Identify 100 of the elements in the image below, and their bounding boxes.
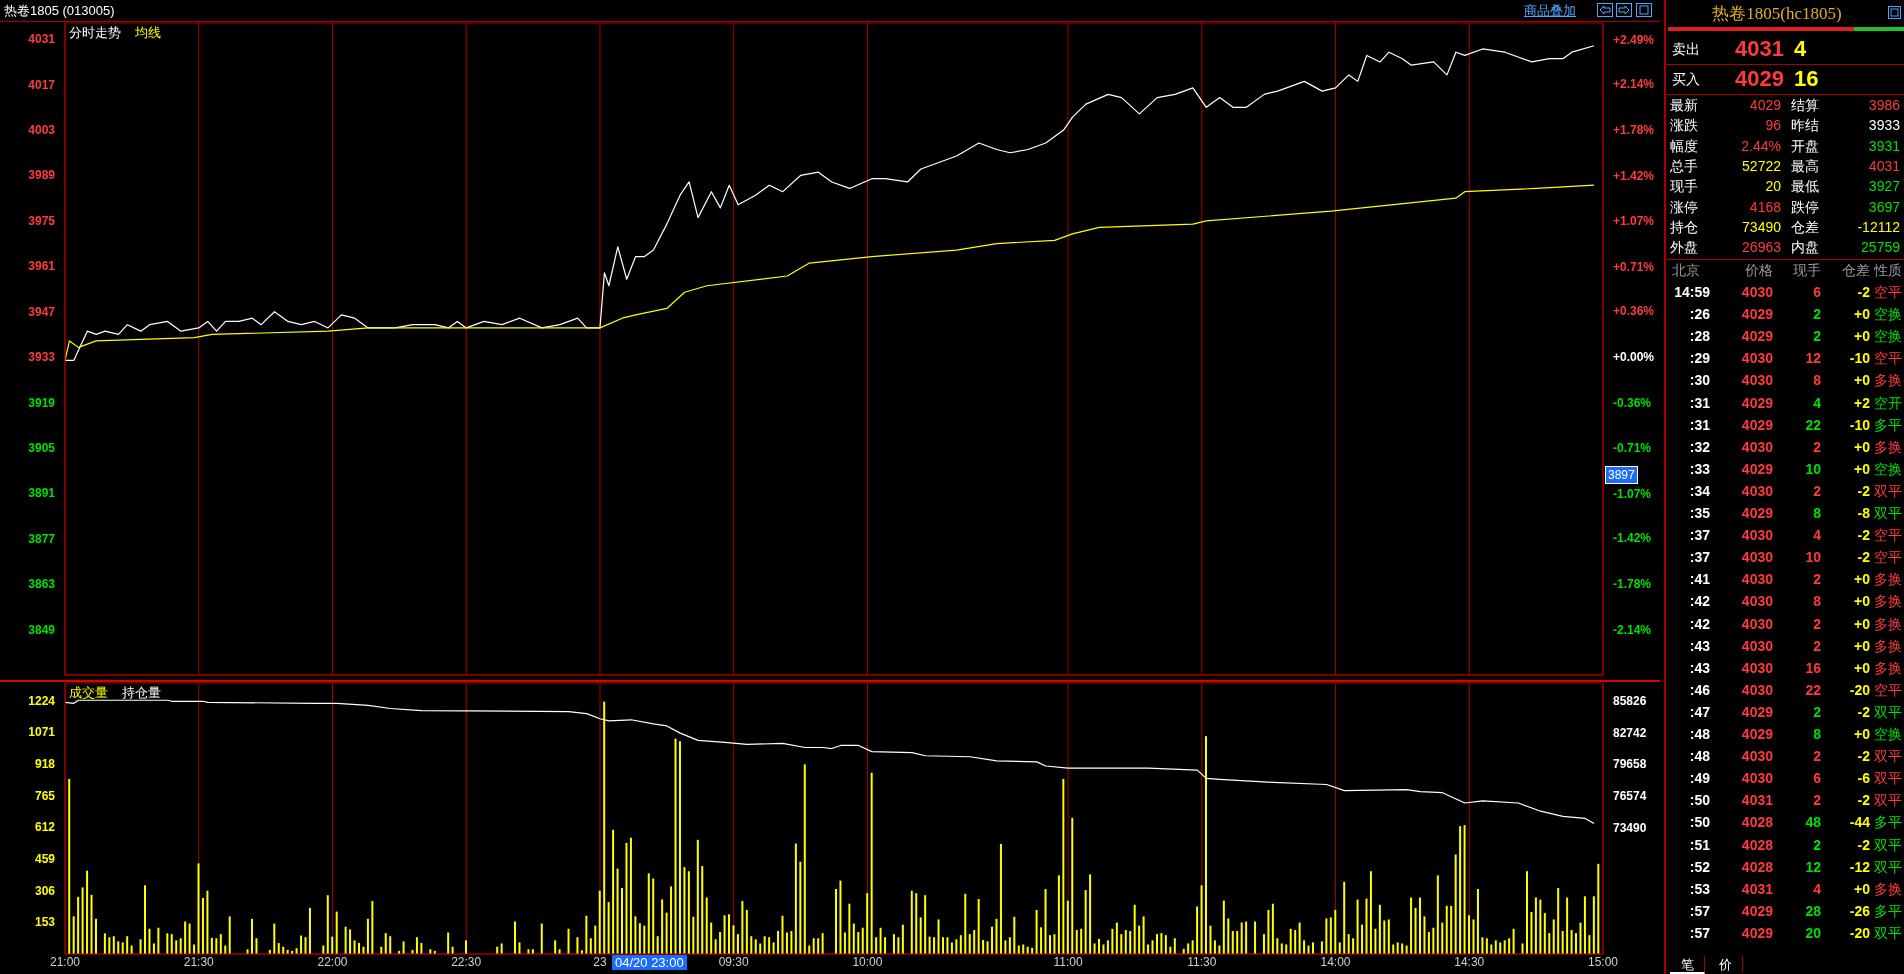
bar [1035, 909, 1038, 954]
bar [68, 778, 71, 954]
bar [1361, 924, 1364, 954]
x-tick-label: 15:00 [1587, 955, 1619, 969]
bar [300, 935, 303, 954]
bar [1387, 919, 1390, 954]
text: :57 4029 20 -20 双平 [1689, 924, 1902, 941]
bar [210, 937, 213, 954]
x-tick-label: 09:30 [718, 955, 750, 969]
bar [1325, 918, 1328, 954]
y-tick-label: 918 [34, 757, 56, 772]
text: :26 4029 2 +0 空换 [1689, 306, 1902, 323]
bar [1343, 881, 1346, 954]
bar [179, 938, 182, 954]
bar [803, 764, 806, 954]
bar [193, 944, 196, 954]
bar [665, 912, 668, 954]
bar [598, 890, 601, 954]
bar [603, 701, 606, 954]
bar [415, 937, 418, 954]
bar [228, 916, 231, 954]
y-tick-label: 612 [34, 820, 56, 835]
bar [1102, 944, 1105, 954]
bar [1454, 854, 1457, 954]
text: 现手 20 最低 3927 [1670, 178, 1900, 195]
bar [1441, 922, 1444, 954]
bar [670, 886, 673, 954]
bar [1534, 897, 1537, 954]
text: :47 4029 2 -2 双平 [1689, 703, 1902, 720]
bar [1240, 922, 1243, 954]
y-tick-label: 3877 [28, 531, 56, 546]
text: :41 4030 2 +0 多换 [1689, 571, 1902, 588]
bar [777, 931, 780, 954]
bar [1369, 871, 1372, 954]
y2-tick-label: +2.49% [1613, 32, 1655, 47]
bar [402, 941, 405, 954]
bar [1392, 944, 1395, 954]
bar [1106, 940, 1109, 954]
bar [1022, 944, 1025, 954]
bar [1374, 928, 1377, 954]
bar [1450, 905, 1453, 954]
bar [687, 871, 690, 954]
bar [326, 895, 329, 954]
x-tick-label: 14:00 [1320, 955, 1351, 969]
bar [108, 937, 111, 954]
y2-tick-label: +0.00% [1613, 350, 1655, 365]
bar [1196, 906, 1199, 954]
bar [835, 889, 837, 954]
bar [1401, 943, 1404, 954]
text: :29 4030 12 -10 空平 [1689, 350, 1902, 367]
bar [1142, 916, 1145, 954]
text: :57 4029 28 -26 多平 [1689, 902, 1902, 919]
text: 笔 [1670, 956, 1705, 974]
y-tick-label: 3933 [28, 350, 56, 365]
bar [897, 937, 900, 954]
bar [157, 927, 160, 954]
y-tick-label: 3989 [28, 168, 56, 183]
bar [304, 937, 307, 954]
bar [1334, 909, 1337, 954]
bar [1008, 937, 1011, 954]
bar [94, 918, 97, 954]
bar [1280, 943, 1283, 954]
bar [1512, 928, 1515, 954]
bar [144, 885, 147, 954]
y2-tick-label: +1.42% [1613, 169, 1655, 184]
text: :50 4028 48 -44 多平 [1689, 814, 1902, 831]
bar [933, 937, 936, 954]
bar [103, 933, 106, 954]
bar [358, 943, 360, 954]
bar [86, 870, 89, 954]
text: :33 4029 10 +0 空换 [1689, 460, 1902, 477]
bar [1236, 931, 1239, 954]
bar [1490, 944, 1493, 954]
bar [554, 940, 557, 954]
bar [464, 940, 467, 954]
bar [768, 937, 771, 954]
bar [612, 829, 615, 954]
x-tick-label: 14:30 [1454, 955, 1485, 969]
bar [1436, 875, 1439, 954]
bar [652, 878, 655, 954]
y2-tick-label: -0.71% [1613, 440, 1652, 455]
text: :42 4030 2 +0 多换 [1689, 615, 1902, 632]
text: :30 4030 8 +0 多换 [1689, 372, 1902, 389]
bar [1530, 912, 1533, 954]
bar [1365, 898, 1368, 954]
bar [576, 937, 579, 954]
bar [1543, 913, 1546, 954]
bar [1352, 938, 1355, 954]
y2-tick-label: -1.42% [1613, 531, 1652, 546]
y-tick-label: 3919 [28, 395, 56, 410]
bar [839, 880, 842, 954]
text: 均线 [135, 24, 161, 42]
bar [629, 837, 632, 954]
bar [251, 918, 254, 954]
bar [1093, 943, 1096, 954]
text: 04/20 23:00 [612, 955, 687, 970]
bar [1227, 918, 1230, 954]
bar [126, 936, 129, 954]
bar [875, 937, 878, 954]
y-tick-label: 3849 [28, 622, 56, 637]
